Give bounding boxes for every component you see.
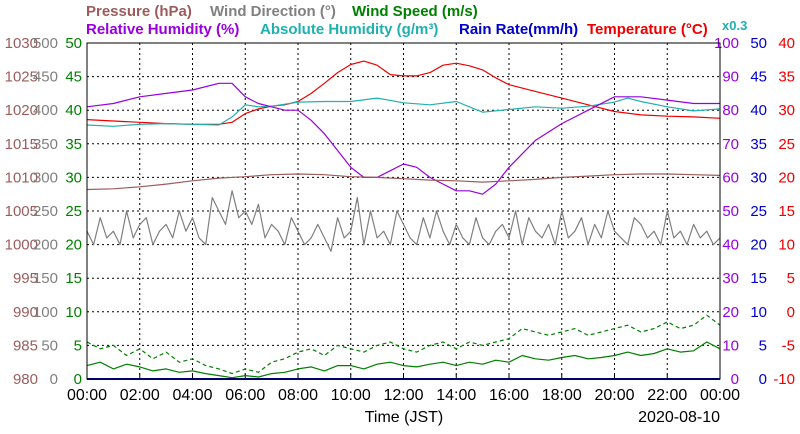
date-label: 2020-08-10 bbox=[638, 409, 720, 426]
relative-humidity-tick-label: 0 bbox=[731, 371, 739, 388]
wind-speed-tick-label: 20 bbox=[65, 237, 82, 254]
temperature-tick-label: 35 bbox=[778, 69, 795, 86]
temperature-tick-label: 10 bbox=[778, 237, 795, 254]
legend-pressure: Pressure (hPa) bbox=[86, 3, 192, 20]
rain-rate-tick-label: 30 bbox=[750, 169, 767, 186]
x-tick-label: 02:00 bbox=[120, 387, 160, 404]
legend-rain-rate: Rain Rate(mm/h) bbox=[459, 21, 578, 38]
rain-rate-tick-label: 20 bbox=[750, 237, 767, 254]
relative-humidity-tick-label: 30 bbox=[722, 270, 739, 287]
relative-humidity-tick-label: 50 bbox=[722, 203, 739, 220]
legend-temperature: Temperature (°C) bbox=[587, 21, 708, 38]
legend-wind-speed: Wind Speed (m/s) bbox=[352, 3, 478, 20]
series-pressure-hpa bbox=[86, 173, 721, 191]
x-tick-label: 00:00 bbox=[700, 387, 740, 404]
relative-humidity-tick-label: 10 bbox=[722, 337, 739, 354]
x-tick-label: 14:00 bbox=[436, 387, 476, 404]
pressure-tick-label: 1010 bbox=[5, 169, 38, 186]
pressure-tick-label: 1030 bbox=[5, 35, 38, 52]
relative-humidity-tick-label: 80 bbox=[722, 102, 739, 119]
wind-speed-tick-label: 0 bbox=[74, 371, 82, 388]
rain-rate-tick-label: 45 bbox=[750, 69, 767, 86]
temperature-tick-label: 20 bbox=[778, 169, 795, 186]
x-axis-label: Time (JST) bbox=[365, 409, 444, 426]
rain-rate-tick-label: 5 bbox=[759, 337, 767, 354]
x-tick-label: 00:00 bbox=[67, 387, 107, 404]
series-relative-humidity bbox=[86, 82, 720, 195]
pressure-tick-label: 1015 bbox=[5, 136, 38, 153]
relative-humidity-tick-label: 90 bbox=[722, 69, 739, 86]
rain-rate-tick-label: 35 bbox=[750, 136, 767, 153]
relative-humidity-tick-label: 60 bbox=[722, 169, 739, 186]
pressure-tick-label: 1020 bbox=[5, 102, 38, 119]
wind-speed-tick-label: 45 bbox=[65, 69, 82, 86]
rain-rate-tick-label: 50 bbox=[750, 35, 767, 52]
rain-rate-tick-label: 0 bbox=[759, 371, 767, 388]
series-wind-direction bbox=[86, 190, 721, 252]
pressure-tick-label: 980 bbox=[13, 371, 38, 388]
temperature-tick-label: 30 bbox=[778, 102, 795, 119]
x-tick-label: 04:00 bbox=[172, 387, 212, 404]
wind-direction-tick-label: 300 bbox=[33, 169, 58, 186]
wind-direction-tick-label: 150 bbox=[33, 270, 58, 287]
pressure-tick-label: 1005 bbox=[5, 203, 38, 220]
x-tick-label: 06:00 bbox=[225, 387, 265, 404]
x-tick-label: 22:00 bbox=[647, 387, 687, 404]
plot-frame bbox=[86, 42, 721, 380]
temperature-tick-label: 5 bbox=[787, 270, 795, 287]
relative-humidity-tick-label: 70 bbox=[722, 136, 739, 153]
axes: 1030102510201015101010051000995990985980… bbox=[5, 35, 795, 404]
rain-rate-tick-label: 25 bbox=[750, 203, 767, 220]
series-absolute-humidity-g-m bbox=[86, 97, 721, 127]
x-tick-label: 18:00 bbox=[542, 387, 582, 404]
pressure-tick-label: 1025 bbox=[5, 69, 38, 86]
wind-direction-tick-label: 400 bbox=[33, 102, 58, 119]
series-temperature-c bbox=[86, 60, 721, 125]
wind-direction-tick-label: 250 bbox=[33, 203, 58, 220]
temperature-tick-label: -5 bbox=[782, 337, 795, 354]
rain-rate-tick-label: 10 bbox=[750, 304, 767, 321]
wind-speed-tick-label: 30 bbox=[65, 169, 82, 186]
pressure-tick-label: 985 bbox=[13, 337, 38, 354]
rain-rate-tick-label: 40 bbox=[750, 102, 767, 119]
scale-note: x0.3 bbox=[722, 18, 747, 33]
x-tick-label: 10:00 bbox=[331, 387, 371, 404]
legend-relative-humidity: Relative Humidity (%) bbox=[86, 21, 239, 38]
temperature-tick-label: 0 bbox=[787, 304, 795, 321]
wind-speed-tick-label: 10 bbox=[65, 304, 82, 321]
temperature-tick-label: 25 bbox=[778, 136, 795, 153]
legend-absolute-humidity: Absolute Humidity (g/m³) bbox=[260, 21, 438, 38]
x-tick-label: 08:00 bbox=[278, 387, 318, 404]
wind-speed-tick-label: 25 bbox=[65, 203, 82, 220]
wind-direction-tick-label: 200 bbox=[33, 237, 58, 254]
wind-speed-tick-label: 40 bbox=[65, 102, 82, 119]
wind-direction-tick-label: 450 bbox=[33, 69, 58, 86]
wind-direction-tick-label: 100 bbox=[33, 304, 58, 321]
relative-humidity-tick-label: 20 bbox=[722, 304, 739, 321]
pressure-tick-label: 990 bbox=[13, 304, 38, 321]
x-tick-label: 20:00 bbox=[594, 387, 634, 404]
wind-direction-tick-label: 0 bbox=[50, 371, 58, 388]
x-tick-label: 16:00 bbox=[489, 387, 529, 404]
temperature-tick-label: 15 bbox=[778, 203, 795, 220]
wind-direction-tick-label: 350 bbox=[33, 136, 58, 153]
series-wind-speed-gust-m-s bbox=[86, 314, 721, 375]
wind-speed-tick-label: 50 bbox=[65, 35, 82, 52]
pressure-tick-label: 1000 bbox=[5, 237, 38, 254]
temperature-tick-label: 40 bbox=[778, 35, 795, 52]
legend-wind-direction: Wind Direction (°) bbox=[210, 3, 336, 20]
wind-speed-tick-label: 35 bbox=[65, 136, 82, 153]
pressure-tick-label: 995 bbox=[13, 270, 38, 287]
series-wind-speed-m-s bbox=[86, 341, 721, 379]
temperature-tick-label: -10 bbox=[773, 371, 795, 388]
grid bbox=[87, 43, 720, 379]
wind-direction-tick-label: 50 bbox=[41, 337, 58, 354]
wind-speed-tick-label: 5 bbox=[74, 337, 82, 354]
x-tick-label: 12:00 bbox=[383, 387, 423, 404]
wind-speed-tick-label: 15 bbox=[65, 270, 82, 287]
rain-rate-tick-label: 15 bbox=[750, 270, 767, 287]
wind-direction-tick-label: 500 bbox=[33, 35, 58, 52]
relative-humidity-tick-label: 40 bbox=[722, 237, 739, 254]
